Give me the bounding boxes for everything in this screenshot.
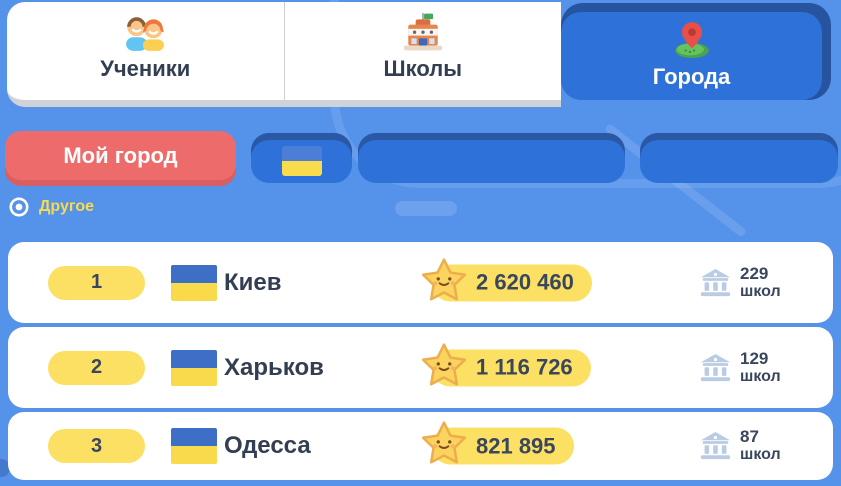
school-icon [403, 13, 443, 51]
star-icon [420, 341, 468, 394]
map-pin-icon [671, 21, 713, 59]
city-name: Одесса [224, 432, 311, 459]
ukraine-flag-icon [171, 264, 217, 301]
students-icon [124, 13, 166, 51]
city-row-odessa[interactable]: 3 Одесса 821 895 [8, 412, 833, 480]
other-toggle[interactable]: Другое [8, 196, 94, 218]
schools-unit: школ [740, 368, 781, 386]
score-badge: 1 116 726 [432, 349, 591, 386]
city-row-kharkiv[interactable]: 2 Харьков 1 116 726 [8, 327, 833, 408]
tab-schools-label: Школы [383, 56, 462, 81]
schools-group: 129 школ [700, 348, 781, 386]
my-city-button[interactable]: Мой город [5, 131, 236, 180]
tab-cities-label: Города [652, 64, 731, 89]
score-badge: 2 620 460 [432, 264, 592, 301]
bank-icon [700, 432, 731, 461]
schools-count: 229 [740, 263, 769, 283]
rank-badge: 3 [48, 429, 145, 463]
tab-schools[interactable]: Школы [285, 2, 562, 100]
schools-count: 87 [740, 427, 759, 447]
city-row-kyiv[interactable]: 1 Киев 2 620 460 [8, 242, 833, 323]
filter-pill-empty-2[interactable] [640, 133, 838, 183]
ukraine-flag-icon [171, 428, 217, 464]
map-road-decoration [395, 201, 457, 216]
country-filter-ukraine[interactable] [251, 133, 352, 183]
rank-badge: 2 [48, 350, 145, 385]
my-city-button-label: Мой город [63, 142, 178, 168]
star-icon [420, 420, 468, 473]
schools-unit: школ [740, 283, 781, 301]
map-marker-decoration [0, 459, 10, 477]
schools-count: 129 [740, 348, 769, 368]
tab-divider [283, 2, 285, 100]
tab-students-label: Ученики [100, 56, 191, 81]
schools-unit: школ [740, 446, 781, 464]
tab-cities-inner: Города [561, 12, 822, 100]
tab-students[interactable]: Ученики [7, 2, 284, 100]
tab-cities[interactable]: Города [561, 3, 831, 100]
eye-icon [8, 196, 30, 218]
bank-icon [700, 353, 731, 382]
city-name: Харьков [224, 353, 324, 381]
schools-group: 229 школ [700, 263, 781, 301]
city-name: Киев [224, 268, 282, 296]
score-group: 2 620 460 [420, 256, 592, 309]
bank-icon [700, 268, 731, 297]
ukraine-flag-icon [171, 349, 217, 386]
score-group: 1 116 726 [420, 341, 591, 394]
leaderboard-tabs: Ученики Школы [7, 2, 561, 107]
ukraine-flag-icon [281, 145, 322, 176]
filter-pill-empty-1[interactable] [358, 133, 625, 183]
star-icon [420, 256, 468, 309]
rank-badge: 1 [48, 265, 145, 300]
other-toggle-label: Другое [39, 198, 94, 215]
score-group: 821 895 [420, 420, 574, 473]
schools-group: 87 школ [700, 427, 781, 464]
